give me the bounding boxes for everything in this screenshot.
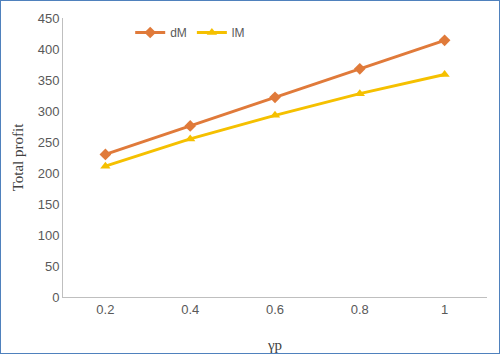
svg-text:γp: γp bbox=[267, 337, 282, 353]
svg-text:Total profit: Total profit bbox=[10, 123, 26, 192]
svg-text:150: 150 bbox=[38, 197, 60, 212]
svg-text:0.8: 0.8 bbox=[351, 302, 369, 317]
svg-text:0.2: 0.2 bbox=[96, 302, 114, 317]
svg-text:450: 450 bbox=[38, 11, 60, 26]
svg-text:0: 0 bbox=[52, 290, 59, 305]
svg-text:100: 100 bbox=[38, 228, 60, 243]
svg-text:0.4: 0.4 bbox=[181, 302, 199, 317]
svg-text:lM: lM bbox=[232, 26, 245, 40]
svg-text:400: 400 bbox=[38, 42, 60, 57]
svg-text:dM: dM bbox=[170, 26, 187, 40]
svg-text:350: 350 bbox=[38, 73, 60, 88]
svg-text:200: 200 bbox=[38, 166, 60, 181]
svg-text:0.6: 0.6 bbox=[266, 302, 284, 317]
svg-text:300: 300 bbox=[38, 104, 60, 119]
svg-text:250: 250 bbox=[38, 135, 60, 150]
svg-text:50: 50 bbox=[45, 259, 59, 274]
svg-text:1: 1 bbox=[441, 302, 448, 317]
